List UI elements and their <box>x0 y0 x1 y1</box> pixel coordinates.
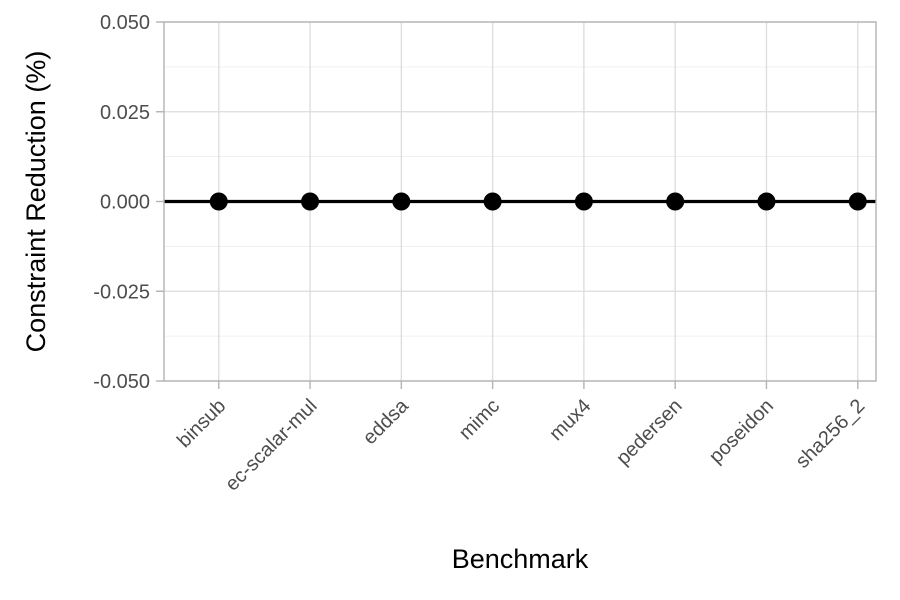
x-tick-label: pedersen <box>612 395 687 470</box>
y-tick-label: 0.000 <box>100 192 150 214</box>
data-point-eddsa <box>392 192 411 211</box>
data-point-ec-scalar-mul <box>301 192 320 211</box>
data-points <box>209 192 867 211</box>
y-axis-ticks: -0.050 -0.025 0.000 0.025 0.050 <box>93 12 164 393</box>
data-point-mux4 <box>574 192 593 211</box>
y-tick-label: -0.025 <box>93 281 150 303</box>
x-tick-label: sha256_2 <box>792 395 870 473</box>
y-axis-title: Constraint Reduction (%) <box>21 51 51 353</box>
data-point-binsub <box>209 192 228 211</box>
data-point-sha256_2 <box>848 192 867 211</box>
x-tick-label: poseidon <box>705 395 778 468</box>
minor-gridlines <box>164 66 876 337</box>
x-axis-title: Benchmark <box>452 544 589 574</box>
data-point-pedersen <box>666 192 685 211</box>
x-tick-label: ec-scalar-mul <box>221 395 321 495</box>
data-point-mimc <box>483 192 502 211</box>
y-tick-label: 0.050 <box>100 12 150 34</box>
y-tick-label: 0.025 <box>100 102 150 124</box>
x-tick-label: mimc <box>455 395 504 444</box>
x-tick-label: binsub <box>173 395 230 452</box>
y-tick-label: -0.050 <box>93 371 150 393</box>
x-tick-label: mux4 <box>545 395 595 445</box>
data-point-poseidon <box>757 192 776 211</box>
x-tick-label: eddsa <box>359 394 414 449</box>
